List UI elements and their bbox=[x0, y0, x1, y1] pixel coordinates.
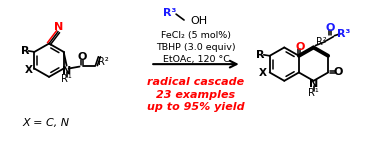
Text: OH: OH bbox=[190, 16, 207, 26]
Text: R¹: R¹ bbox=[308, 88, 319, 98]
Text: R²: R² bbox=[98, 57, 109, 67]
Text: O: O bbox=[78, 52, 87, 62]
Text: 23 examples: 23 examples bbox=[156, 89, 235, 100]
Text: N: N bbox=[309, 79, 318, 89]
Text: R³: R³ bbox=[163, 8, 177, 18]
Text: TBHP (3.0 equiv): TBHP (3.0 equiv) bbox=[156, 43, 236, 52]
Text: R³: R³ bbox=[337, 29, 350, 39]
Text: radical cascade: radical cascade bbox=[147, 77, 245, 87]
Text: R²: R² bbox=[316, 37, 327, 47]
Text: O: O bbox=[295, 42, 305, 52]
Text: N: N bbox=[62, 65, 71, 76]
Text: up to 95% yield: up to 95% yield bbox=[147, 102, 245, 112]
Text: R: R bbox=[257, 50, 265, 60]
Text: X = C, N: X = C, N bbox=[23, 118, 70, 128]
Text: O: O bbox=[326, 23, 335, 33]
Text: R¹: R¹ bbox=[61, 74, 72, 84]
Text: X: X bbox=[25, 64, 33, 75]
Text: O: O bbox=[333, 67, 343, 78]
Text: R: R bbox=[21, 46, 30, 56]
Text: X: X bbox=[259, 68, 267, 78]
Text: EtOAc, 120 °C: EtOAc, 120 °C bbox=[163, 55, 229, 64]
Text: N: N bbox=[54, 22, 64, 32]
Text: FeCl₂ (5 mol%): FeCl₂ (5 mol%) bbox=[161, 31, 231, 40]
